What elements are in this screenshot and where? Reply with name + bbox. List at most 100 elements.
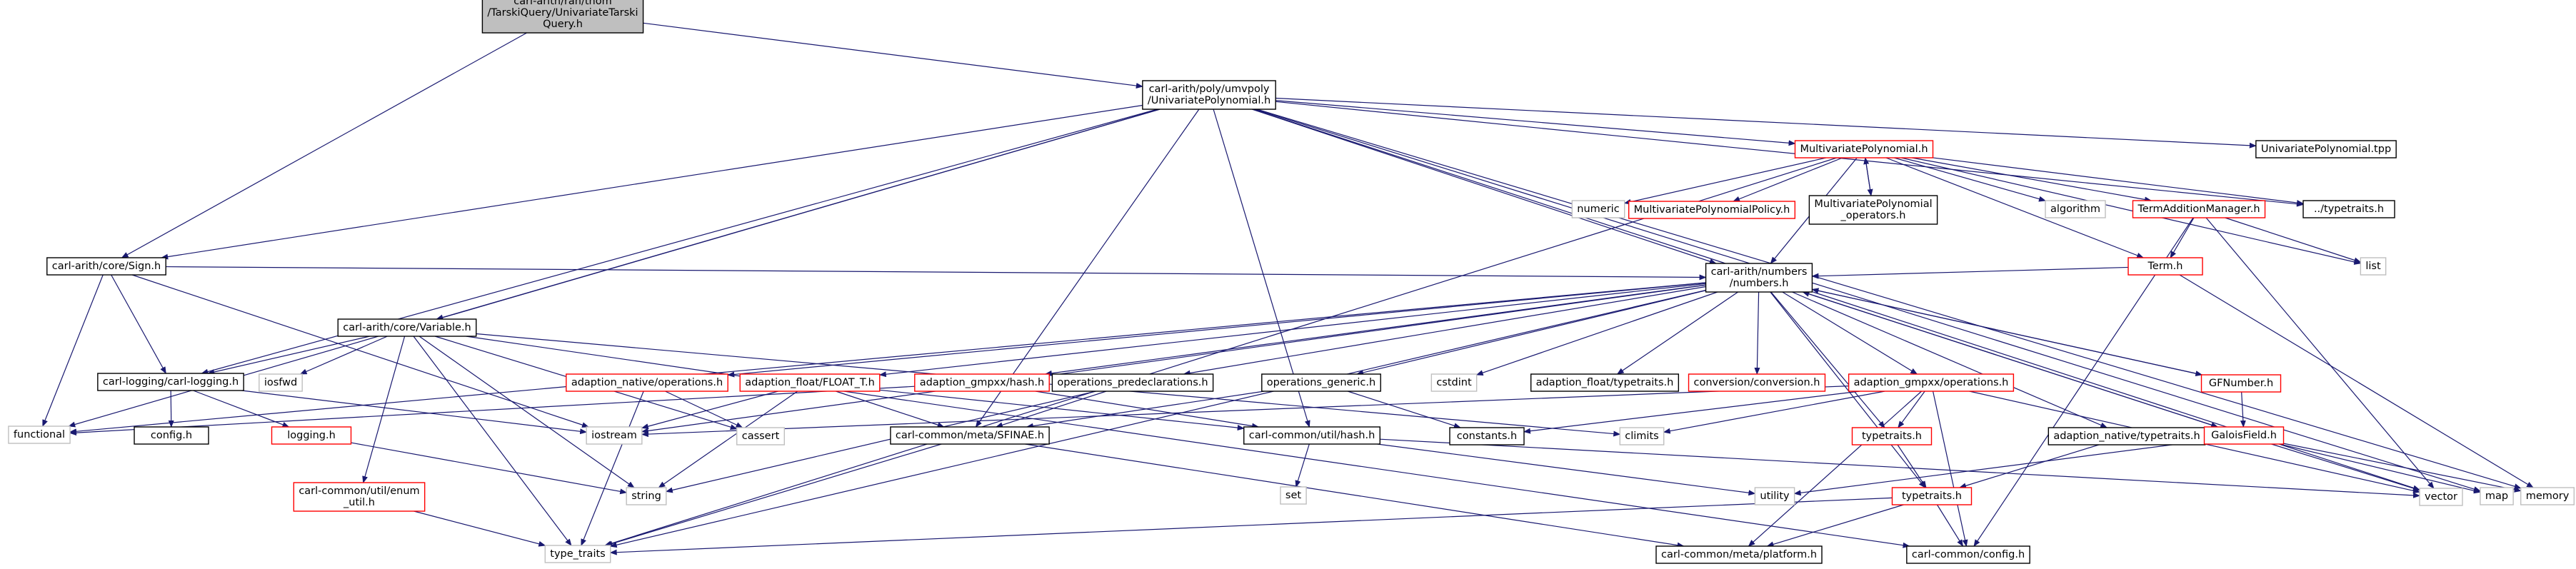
node-box bbox=[1449, 427, 1525, 445]
edge-mvoperators-to-multivar bbox=[1863, 157, 1872, 196]
node-label: MultivariatePolynomialPolicy.h bbox=[1634, 204, 1790, 216]
node-box bbox=[293, 482, 426, 512]
node-box bbox=[1142, 80, 1276, 110]
node-univtpp[interactable]: UnivariatePolynomial.tpp bbox=[2255, 140, 2397, 158]
node-conversion[interactable]: conversion/conversion.h bbox=[1688, 373, 1826, 392]
edge-numbers-to-nativetypetraits bbox=[1792, 291, 2108, 428]
node-label: _util.h bbox=[343, 497, 375, 508]
node-sfinae[interactable]: carl-common/meta/SFINAE.h bbox=[890, 426, 1050, 445]
node-variable[interactable]: carl-arith/core/Variable.h bbox=[337, 318, 477, 337]
node-box bbox=[259, 373, 303, 392]
node-root[interactable]: carl-arith/ran/thom/TarskiQuery/Univaria… bbox=[481, 0, 644, 34]
node-carllogging[interactable]: carl-logging/carl-logging.h bbox=[97, 373, 244, 391]
node-box bbox=[1628, 201, 1796, 219]
node-box bbox=[2302, 200, 2395, 218]
edge-numbers-to-conversion bbox=[1754, 291, 1760, 375]
node-mvpolicy[interactable]: MultivariatePolynomialPolicy.h bbox=[1628, 201, 1796, 219]
edge-numbers-to-opspredecl bbox=[1183, 286, 1706, 376]
node-label: adaption_native/operations.h bbox=[571, 377, 723, 388]
node-box bbox=[1794, 140, 1934, 158]
node-label: adaption_gmpxx/operations.h bbox=[1854, 377, 2009, 388]
edge-nativetypetraits-to-typetraits-red2 bbox=[1959, 444, 2100, 489]
node-vector: vector bbox=[2419, 488, 2463, 506]
node-hash[interactable]: carl-common/util/hash.h bbox=[1243, 426, 1380, 445]
node-typetraits-rel[interactable]: ../typetraits.h bbox=[2302, 200, 2395, 218]
node-label: carl-arith/ran/thom bbox=[513, 0, 612, 7]
node-constants[interactable]: constants.h bbox=[1449, 427, 1525, 445]
node-algorithm: algorithm bbox=[2045, 200, 2106, 218]
node-logging[interactable]: logging.h bbox=[271, 426, 352, 445]
node-numbers[interactable]: carl-arith/numbers/numbers.h bbox=[1705, 263, 1813, 293]
node-label: carl-common/config.h bbox=[1912, 549, 2025, 560]
edge-opspredecl-to-string bbox=[665, 391, 1096, 493]
node-mvoperators[interactable]: MultivariatePolynomial_operators.h bbox=[1808, 195, 1938, 225]
node-box bbox=[8, 426, 71, 444]
edge-root-to-univpoly bbox=[643, 22, 1143, 89]
node-termadd[interactable]: TermAdditionManager.h bbox=[2132, 200, 2266, 218]
node-label: carl-common/util/hash.h bbox=[1249, 430, 1375, 441]
node-nativeops[interactable]: adaption_native/operations.h bbox=[566, 373, 728, 392]
node-string: string bbox=[626, 487, 667, 505]
node-floattypetraits[interactable]: adaption_float/typetraits.h bbox=[1530, 373, 1680, 392]
node-platform[interactable]: carl-common/meta/platform.h bbox=[1655, 545, 1823, 564]
edge-numbers-to-iostream bbox=[641, 284, 1706, 434]
node-univpoly[interactable]: carl-arith/poly/umvpoly/UnivariatePolyno… bbox=[1142, 80, 1276, 110]
node-gmpxxhash[interactable]: adaption_gmpxx/hash.h bbox=[914, 373, 1050, 392]
edge-numbers-to-opsgeneric bbox=[1356, 290, 1706, 376]
node-set: set bbox=[1280, 486, 1307, 505]
node-label: string bbox=[631, 490, 661, 502]
node-box bbox=[544, 545, 611, 563]
node-gmpxxops[interactable]: adaption_gmpxx/operations.h bbox=[1848, 373, 2015, 392]
node-box bbox=[46, 257, 166, 276]
node-box bbox=[2203, 426, 2285, 445]
edge-gmpxxops-to-platform bbox=[1748, 391, 1923, 547]
node-label: carl-arith/numbers bbox=[1711, 266, 1808, 278]
node-box bbox=[2045, 200, 2106, 218]
node-sign[interactable]: carl-arith/core/Sign.h bbox=[46, 257, 166, 276]
edge-nativeops-to-cassert bbox=[665, 391, 743, 428]
node-box bbox=[2480, 487, 2514, 505]
edge-termadd-to-list bbox=[2225, 217, 2362, 263]
node-label: carl-arith/core/Variable.h bbox=[343, 322, 471, 333]
edge-numbers-to-cstdint bbox=[1475, 291, 1718, 376]
node-opspredecl[interactable]: operations_predeclarations.h bbox=[1051, 373, 1214, 392]
node-typetraits-red1[interactable]: typetraits.h bbox=[1851, 427, 1933, 445]
node-label: cassert bbox=[742, 430, 780, 442]
node-commonconfig[interactable]: carl-common/config.h bbox=[1906, 545, 2030, 564]
node-label: GaloisField.h bbox=[2211, 430, 2277, 441]
node-galoisfield[interactable]: GaloisField.h bbox=[2203, 426, 2285, 445]
edge-floatT-to-hash bbox=[879, 389, 1245, 431]
node-label: iosfwd bbox=[264, 377, 297, 388]
edge-multivar-to-term bbox=[1885, 157, 2145, 258]
node-box bbox=[626, 487, 667, 505]
edge-sfinae-to-typetraits-std bbox=[605, 443, 942, 547]
node-cstdint: cstdint bbox=[1430, 373, 1478, 392]
edge-variable-to-commonconfig bbox=[466, 336, 1910, 548]
node-box bbox=[1243, 426, 1380, 445]
node-floatT[interactable]: adaption_float/FLOAT_T.h bbox=[739, 373, 881, 392]
node-typetraits-red2[interactable]: typetraits.h bbox=[1891, 487, 1973, 505]
node-nativetypetraits[interactable]: adaption_native/typetraits.h bbox=[2048, 427, 2206, 445]
node-label: conversion/conversion.h bbox=[1694, 377, 1820, 388]
node-box bbox=[1655, 545, 1823, 564]
edge-gmpxxops-to-climits bbox=[1663, 391, 1885, 434]
node-utility: utility bbox=[1754, 487, 1795, 505]
edge-univpoly-to-sign bbox=[161, 104, 1143, 260]
node-config[interactable]: config.h bbox=[134, 426, 209, 445]
node-box bbox=[1051, 373, 1214, 392]
node-multivar[interactable]: MultivariatePolynomial.h bbox=[1794, 140, 1934, 158]
node-opsgeneric[interactable]: operations_generic.h bbox=[1261, 373, 1381, 392]
node-box bbox=[1261, 373, 1381, 392]
node-box bbox=[586, 426, 643, 445]
edge-galoisfield-to-numbers bbox=[1802, 291, 2218, 428]
node-term[interactable]: Term.h bbox=[2128, 257, 2203, 276]
edge-numbers-to-nativeops bbox=[727, 282, 1706, 378]
node-box bbox=[97, 373, 244, 391]
node-label: typetraits.h bbox=[1862, 430, 1922, 442]
node-gfnumber[interactable]: GFNumber.h bbox=[2200, 374, 2282, 393]
node-label: UnivariatePolynomial.tpp bbox=[2261, 143, 2391, 155]
edge-logging-to-string bbox=[351, 442, 628, 495]
edge-univpoly-to-memory bbox=[1256, 109, 2522, 490]
node-enumutil[interactable]: carl-common/util/enum_util.h bbox=[293, 482, 426, 512]
edge-hash-to-utility bbox=[1377, 443, 1756, 496]
